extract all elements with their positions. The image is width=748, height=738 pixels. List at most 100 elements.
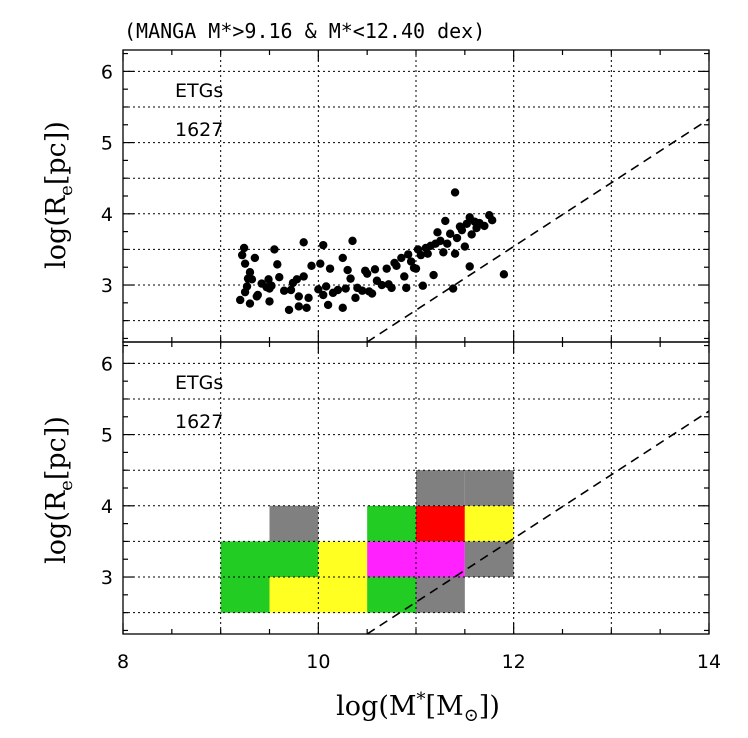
data-point (338, 303, 347, 313)
data-point (286, 285, 296, 295)
data-point (370, 265, 380, 274)
heatmap-panel: 3 4 5 6 8 10 12 14 ETGs 1627 (101, 341, 721, 673)
y-axis-title-top-lead: log(R (41, 195, 72, 269)
data-point (294, 302, 303, 311)
data-point (237, 250, 247, 260)
data-point (452, 233, 462, 243)
data-point (433, 228, 442, 237)
heatmap-cell (416, 470, 465, 506)
data-point (338, 253, 347, 263)
y-tick-label: 5 (101, 425, 113, 447)
data-point (460, 242, 470, 251)
data-point (245, 299, 255, 308)
heatmap-cell (269, 541, 319, 578)
y-axis-title-top-sub: e (56, 185, 77, 196)
reference-line (366, 118, 710, 343)
heatmap-cell (367, 505, 416, 542)
data-point (411, 264, 421, 273)
data-point (279, 286, 289, 295)
data-point (429, 270, 438, 280)
heatmap-cell (220, 541, 270, 578)
heatmap-cell (220, 577, 270, 613)
heatmap-cell (269, 577, 319, 613)
reference-line (366, 410, 710, 635)
data-point (302, 303, 311, 313)
x-tick-label: 14 (697, 651, 721, 673)
heatmap-cell (416, 505, 465, 542)
plot-frame (122, 341, 710, 635)
data-point (319, 290, 328, 300)
x-axis-title: log(M*[M⊙]) (336, 689, 500, 726)
data-point (250, 253, 260, 263)
x-tick-label: 10 (306, 651, 330, 673)
data-point (304, 293, 313, 303)
chart-title: (MANGA M*>9.16 & M*<12.40 dex) (124, 19, 485, 43)
data-point (362, 269, 372, 278)
data-point (275, 272, 284, 282)
heatmap-cell (318, 541, 368, 578)
data-point (242, 282, 252, 291)
data-point (387, 283, 396, 293)
data-point (265, 297, 274, 306)
data-point (480, 221, 489, 231)
x-axis-title-sun: ⊙ (464, 705, 479, 726)
panel-label: ETGs (175, 372, 223, 394)
data-point (294, 292, 303, 301)
data-point (333, 285, 343, 295)
data-point (445, 229, 455, 238)
data-point (264, 275, 273, 284)
heatmap-cell (416, 541, 465, 578)
data-point (343, 265, 352, 275)
panel-count: 1627 (175, 411, 223, 433)
y-axis-title-bottom-close: [pc]) (41, 416, 72, 480)
data-point (240, 259, 250, 268)
y-axis-title-top: log(Re[pc]) (41, 121, 77, 269)
data-point (270, 245, 279, 254)
x-axis-title-close: ]) (479, 691, 500, 722)
data-point (400, 272, 409, 281)
y-tick-label: 3 (101, 275, 113, 297)
data-point (402, 283, 411, 293)
data-point (423, 249, 432, 258)
data-point (367, 289, 377, 298)
data-point (239, 243, 249, 253)
data-point (348, 236, 357, 246)
data-point (403, 250, 413, 259)
y-axis-title-bottom: log(Re[pc]) (41, 416, 77, 564)
y-axis-title-bottom-lead: log(R (41, 490, 72, 564)
x-tick-label: 12 (502, 651, 526, 673)
y-tick-label: 6 (101, 353, 113, 375)
data-point (487, 216, 497, 225)
data-point (247, 275, 257, 284)
data-point (341, 284, 350, 293)
heatmap-cell (416, 577, 465, 613)
data-point (292, 275, 302, 284)
y-axis-title-top-close: [pc]) (41, 121, 72, 185)
data-point (465, 262, 474, 271)
data-point (267, 281, 276, 290)
panel-count: 1627 (175, 119, 223, 141)
data-point (382, 264, 391, 273)
data-point (316, 259, 325, 268)
heatmap-cell (367, 541, 416, 578)
data-point (299, 238, 308, 247)
data-point (346, 274, 355, 283)
data-point (284, 305, 294, 315)
data-point (351, 293, 360, 303)
data-point (245, 268, 255, 277)
data-point (467, 230, 476, 239)
x-axis-title-star: * (417, 689, 426, 710)
data-point (253, 290, 262, 300)
data-point (314, 285, 323, 294)
heatmap-cell (464, 541, 514, 578)
data-point (358, 286, 367, 295)
y-tick-label: 5 (101, 133, 113, 155)
data-point (441, 216, 450, 226)
x-tick-label: 8 (117, 651, 129, 673)
heatmap-cell (269, 505, 319, 542)
data-point (462, 219, 471, 228)
y-tick-label: 4 (101, 204, 113, 226)
data-point (236, 295, 245, 305)
data-point (325, 264, 335, 273)
